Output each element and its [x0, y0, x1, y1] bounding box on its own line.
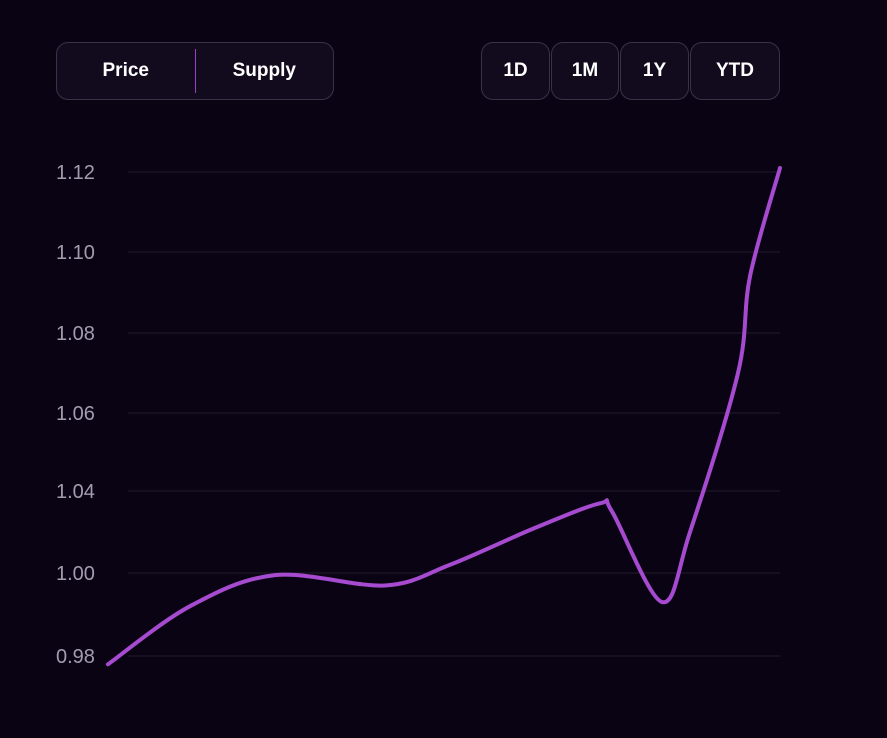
- y-tick-label: 0.98: [56, 646, 95, 668]
- price-supply-toggle: Price Supply: [56, 42, 334, 100]
- range-1m-button[interactable]: 1M: [551, 42, 619, 100]
- range-1y-button[interactable]: 1Y: [620, 42, 689, 100]
- price-series-line: [106, 166, 782, 667]
- supply-tab[interactable]: Supply: [232, 60, 296, 81]
- y-tick-label: 1.06: [56, 403, 95, 425]
- y-tick-label: 1.08: [56, 323, 95, 345]
- price-tab[interactable]: Price: [102, 60, 149, 81]
- y-axis-ticks: 1.12 1.10 1.08 1.06 1.04 1.00 0.98: [56, 162, 95, 668]
- y-tick-label: 1.10: [56, 242, 95, 264]
- y-tick-label: 1.00: [56, 563, 95, 585]
- y-tick-label: 1.12: [56, 162, 95, 184]
- y-tick-label: 1.04: [56, 481, 95, 503]
- range-1d-button[interactable]: 1D: [481, 42, 550, 100]
- range-ytd-button[interactable]: YTD: [690, 42, 780, 100]
- gridlines: [128, 171, 780, 657]
- toggle-divider: [194, 49, 196, 93]
